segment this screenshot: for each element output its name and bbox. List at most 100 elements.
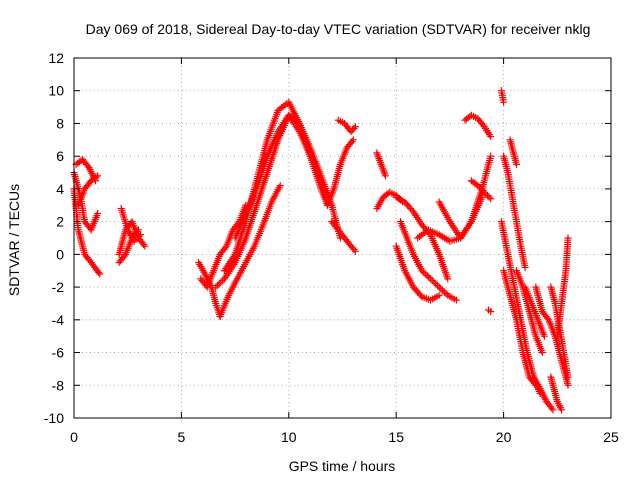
series-arc-29 <box>506 136 520 168</box>
data-point <box>132 236 140 244</box>
x-tick-label: 15 <box>388 429 404 445</box>
x-axis-label: GPS time / hours <box>289 458 396 474</box>
series-arc-21 <box>392 242 443 304</box>
x-tick-label: 10 <box>281 429 297 445</box>
data-point <box>215 280 223 288</box>
data-point <box>564 234 572 242</box>
x-tick-label: 20 <box>496 429 512 445</box>
data-point <box>521 263 529 271</box>
plot-area-frame <box>73 57 612 419</box>
series-arc-32 <box>512 267 546 357</box>
data-point <box>512 160 520 168</box>
data-point <box>134 226 142 234</box>
data-points <box>70 87 572 414</box>
data-point <box>221 244 229 252</box>
data-point <box>487 308 495 316</box>
y-tick-label: -10 <box>44 410 64 426</box>
data-point <box>433 281 441 289</box>
series-arc-27 <box>497 87 508 106</box>
data-point <box>140 241 148 249</box>
data-point <box>213 281 221 289</box>
series-arc-08 <box>195 259 224 321</box>
data-point <box>120 252 128 260</box>
y-tick-label: 8 <box>56 115 64 131</box>
data-point <box>351 247 359 255</box>
series-arc-28 <box>500 152 529 271</box>
data-point <box>348 137 356 145</box>
x-tick-label: 5 <box>178 429 186 445</box>
data-point <box>477 185 485 193</box>
data-point <box>95 268 103 276</box>
data-point <box>92 173 100 181</box>
data-point <box>564 381 572 389</box>
series-arc-18 <box>373 149 389 180</box>
series-arc-31 <box>500 267 540 389</box>
y-tick-label: 2 <box>56 214 64 230</box>
data-point <box>549 406 557 414</box>
data-point <box>381 172 389 180</box>
data-point <box>141 242 149 250</box>
data-point <box>242 201 250 209</box>
data-point <box>444 275 452 283</box>
data-point <box>420 268 428 276</box>
data-point <box>485 193 493 201</box>
data-point <box>349 136 357 144</box>
series-arc-12 <box>231 111 331 242</box>
data-point <box>430 278 438 286</box>
data-point <box>482 190 490 198</box>
data-point <box>475 183 483 191</box>
y-tick-label: -2 <box>52 279 65 295</box>
series-arc-09 <box>216 182 284 321</box>
series-arc-38 <box>547 373 566 414</box>
data-point <box>452 296 460 304</box>
y-tick-label: 6 <box>56 148 64 164</box>
data-point <box>483 191 491 199</box>
series-arc-03 <box>72 155 99 185</box>
data-point <box>487 152 495 160</box>
x-tick-label: 25 <box>603 429 619 445</box>
data-point <box>217 278 225 286</box>
data-point <box>439 286 447 294</box>
series-arc-14 <box>323 136 357 209</box>
data-point <box>425 273 433 281</box>
data-point <box>474 182 482 190</box>
x-tick-label: 0 <box>70 429 78 445</box>
data-point <box>94 172 102 180</box>
data-point <box>487 195 495 203</box>
data-point <box>96 270 104 278</box>
y-tick-label: 12 <box>48 50 64 66</box>
y-tick-label: -6 <box>52 345 65 361</box>
series-arc-25 <box>467 177 495 203</box>
data-point <box>480 188 488 196</box>
data-point <box>133 234 141 242</box>
data-point <box>558 406 566 414</box>
axis-ticks <box>73 57 612 419</box>
data-point <box>487 133 495 141</box>
y-tick-label: 10 <box>48 83 64 99</box>
series-arc-02 <box>70 185 104 278</box>
data-point <box>548 404 556 412</box>
series-arc-33 <box>521 283 548 340</box>
data-point <box>408 206 416 214</box>
data-point <box>135 232 143 240</box>
data-point <box>234 219 242 227</box>
data-point <box>435 291 443 299</box>
series-arc-24 <box>461 111 495 141</box>
series-arc-20 <box>396 218 460 304</box>
data-point <box>479 187 487 195</box>
data-point <box>350 245 358 253</box>
data-point <box>133 227 141 235</box>
data-point <box>564 373 572 381</box>
data-point <box>500 98 508 106</box>
series-arc-15 <box>328 218 359 255</box>
data-point <box>212 283 220 291</box>
series-arc-04 <box>74 172 102 209</box>
series-arc-16 <box>334 116 359 136</box>
data-point <box>94 209 102 217</box>
data-point <box>418 267 426 275</box>
data-point <box>435 283 443 291</box>
data-point <box>417 291 425 299</box>
data-point <box>130 237 138 245</box>
y-tick-label: -8 <box>52 377 65 393</box>
data-point <box>137 231 145 239</box>
